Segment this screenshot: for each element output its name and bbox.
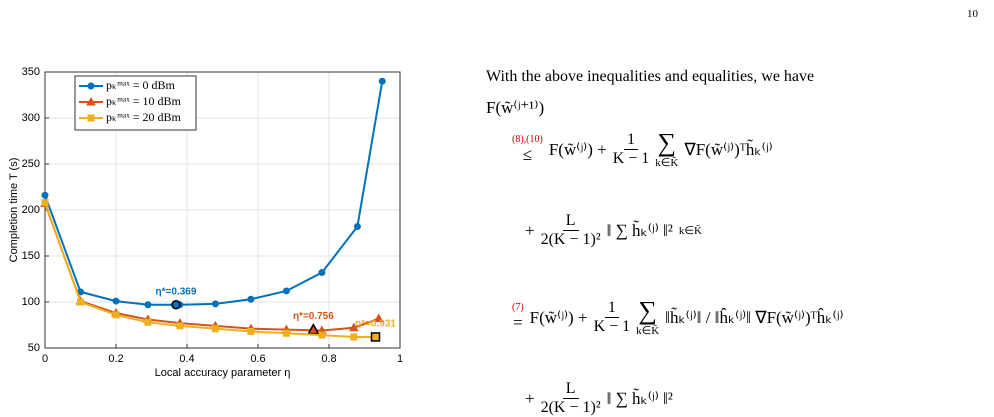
equation-line: + L 2(K − 1)² ‖ ∑ h̃ₖ⁽ʲ⁾ ‖² bbox=[525, 380, 673, 417]
data-point bbox=[373, 313, 384, 323]
chart: 50 100 150 200 250 300 350 0 0.2 0.4 0.6 0.8 1 Local … bbox=[8, 66, 403, 379]
numerator: L bbox=[562, 380, 579, 399]
axes-box bbox=[44, 71, 401, 349]
optimum-point bbox=[171, 300, 181, 310]
denominator: K − 1 bbox=[593, 318, 631, 335]
equation-line: (7) = F(w̃⁽ʲ⁾) +1 K − 1 ∑ k∈K̃ ‖h̃ₖ⁽ʲ⁾‖ / ‖ĥₖ⁽… bbox=[512, 296, 844, 338]
data-point bbox=[144, 301, 152, 309]
data-point bbox=[348, 322, 359, 332]
data-point bbox=[247, 295, 255, 303]
data-point bbox=[41, 199, 49, 207]
x-tick-label: 0 bbox=[42, 353, 48, 365]
relation-symbol: ≤ bbox=[522, 145, 533, 164]
numerator: 1 bbox=[604, 299, 619, 318]
summation: ∑ k∈K̃ bbox=[655, 128, 679, 170]
legend-label: pₖᵐᵃˣ = 0 dBm bbox=[106, 78, 175, 92]
page-number: 10 bbox=[967, 8, 978, 20]
y-tick-label: 100 bbox=[22, 296, 40, 308]
equation-term: + bbox=[525, 220, 535, 240]
y-tick-label: 50 bbox=[28, 342, 40, 354]
data-point bbox=[41, 191, 49, 199]
data-point bbox=[176, 322, 184, 330]
data-point bbox=[77, 298, 84, 306]
x-tick-label: 1 bbox=[397, 353, 403, 365]
x-axis-label: Local accuracy parameter η bbox=[155, 367, 291, 379]
y-tick-label: 200 bbox=[22, 204, 40, 216]
data-point bbox=[282, 329, 290, 337]
data-point bbox=[378, 77, 386, 85]
y-tick-label: 300 bbox=[22, 112, 40, 124]
data-point bbox=[112, 311, 120, 319]
equation-term: F(w̃⁽ʲ⁾) + bbox=[548, 139, 607, 159]
equation-line: (8),(10) ≤ F(w̃⁽ʲ⁾) +1 K − 1 ∑ k∈K̃ ∇F(w̃⁽ʲ⁾)ᵀ… bbox=[512, 128, 773, 170]
optimum-point bbox=[307, 323, 320, 335]
legend-label: pₖᵐᵃˣ = 20 dBm bbox=[106, 110, 181, 124]
data-point bbox=[112, 297, 120, 305]
relation-symbol: = bbox=[513, 313, 523, 332]
relation: (7) = bbox=[512, 302, 524, 333]
optimum-point bbox=[370, 332, 381, 342]
denominator: 2(K − 1)² bbox=[540, 399, 601, 416]
sum-symbol: ∑ bbox=[657, 128, 677, 157]
equation-term: F(w̃⁽ʲ⁾) + bbox=[529, 307, 588, 327]
y-axis-label: Completion time T (s) bbox=[8, 158, 20, 263]
equation-term: ‖h̃ₖ⁽ʲ⁾‖ / ‖ĥₖ⁽ʲ⁾‖ ∇F(w̃⁽ʲ⁾)ᵀĥₖ⁽ʲ⁾ bbox=[665, 307, 844, 327]
equation-term: ‖ ∑ h̃ₖ⁽ʲ⁾ ‖² bbox=[606, 388, 673, 408]
data-point bbox=[144, 318, 152, 326]
equation-term: ‖ ∑ h̃ₖ⁽ʲ⁾ ‖² bbox=[606, 220, 673, 240]
sum-symbol: ∑ bbox=[638, 296, 657, 325]
numerator: 1 bbox=[624, 131, 638, 150]
fraction: L 2(K − 1)² bbox=[541, 212, 601, 249]
denominator: 2(K − 1)² bbox=[540, 231, 601, 248]
denominator: K − 1 bbox=[612, 150, 650, 167]
equation-term: + bbox=[525, 388, 535, 408]
equation-line: + L 2(K − 1)² ‖ ∑ h̃ₖ⁽ʲ⁾ ‖² k∈K̃ bbox=[525, 212, 708, 249]
data-point bbox=[282, 287, 290, 295]
data-point bbox=[350, 333, 358, 341]
y-tick-label: 250 bbox=[22, 158, 40, 170]
data-point bbox=[247, 327, 255, 335]
data-point bbox=[211, 300, 219, 308]
sum-index: k∈K̃ bbox=[636, 325, 660, 337]
equation-ref: (7) bbox=[512, 302, 524, 313]
y-tick-label: 150 bbox=[22, 250, 40, 262]
legend-marker bbox=[87, 114, 95, 122]
equation-ref: (8),(10) bbox=[512, 134, 543, 145]
equation-lhs: F(w̃⁽ʲ⁺¹⁾) bbox=[486, 98, 545, 117]
data-point bbox=[318, 269, 326, 277]
data-point bbox=[211, 325, 219, 333]
data-point bbox=[353, 223, 361, 231]
legend-label: pₖᵐᵃˣ = 10 dBm bbox=[106, 94, 181, 108]
summation: ∑ k∈K̃ bbox=[636, 296, 660, 338]
data-point bbox=[318, 331, 326, 339]
x-tick-label: 0.2 bbox=[108, 353, 123, 365]
equation-term: ∇F(w̃⁽ʲ⁾)ᵀh̃ₖ⁽ʲ⁾ bbox=[684, 139, 773, 159]
x-tick-label: 0.6 bbox=[250, 353, 265, 365]
sum-index: k∈K̃ bbox=[655, 157, 679, 169]
intro-text: With the above inequalities and equaliti… bbox=[486, 68, 815, 85]
optimum-label: η*=0.369 bbox=[156, 286, 197, 297]
legend: pₖᵐᵃˣ = 0 dBm pₖᵐᵃˣ = 10 dBm pₖᵐᵃˣ = 20 dB… bbox=[74, 75, 197, 131]
x-tick-label: 0.4 bbox=[179, 353, 194, 365]
numerator: L bbox=[562, 212, 579, 231]
fraction: L 2(K − 1)² bbox=[541, 380, 601, 417]
legend-marker bbox=[86, 96, 96, 106]
optimum-label: η*=0.756 bbox=[293, 311, 334, 322]
relation: (8),(10) ≤ bbox=[512, 134, 543, 165]
x-tick-label: 0.8 bbox=[321, 353, 336, 365]
y-tick-label: 350 bbox=[22, 66, 40, 78]
sum-index: k∈K̃ bbox=[678, 225, 702, 237]
optimum-label: η*=0.931 bbox=[355, 319, 396, 330]
legend-marker bbox=[87, 82, 95, 90]
